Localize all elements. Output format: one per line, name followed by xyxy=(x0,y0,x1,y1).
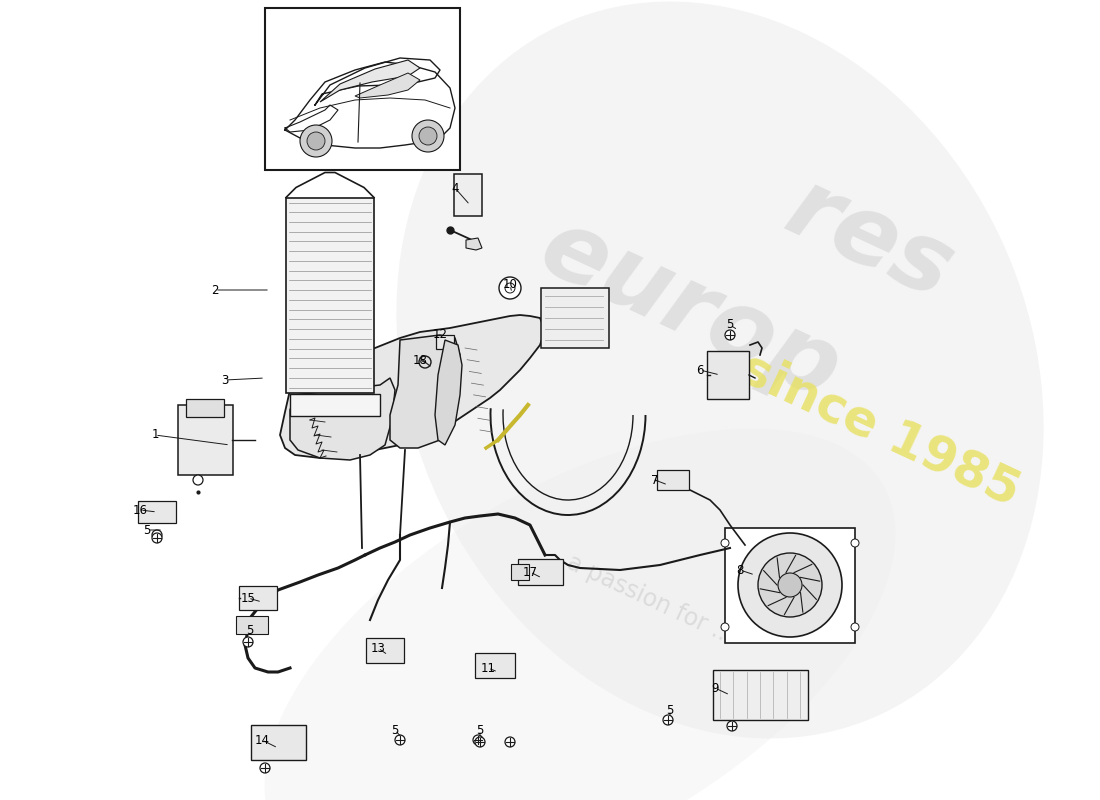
Bar xyxy=(265,8,460,170)
Circle shape xyxy=(473,735,483,745)
Bar xyxy=(186,399,224,417)
Text: europ: europ xyxy=(526,200,855,420)
Ellipse shape xyxy=(396,2,1044,738)
Bar xyxy=(286,198,374,393)
Circle shape xyxy=(725,330,735,340)
Circle shape xyxy=(243,637,253,647)
Bar xyxy=(436,335,454,349)
Text: 2: 2 xyxy=(211,283,219,297)
Bar xyxy=(713,670,807,720)
Bar xyxy=(177,405,232,475)
Bar xyxy=(512,564,529,580)
Bar xyxy=(517,559,562,585)
Text: 5: 5 xyxy=(392,723,398,737)
Bar xyxy=(541,288,609,348)
Circle shape xyxy=(419,356,431,368)
Polygon shape xyxy=(466,238,482,250)
Polygon shape xyxy=(355,73,420,98)
Bar xyxy=(251,725,306,759)
Circle shape xyxy=(260,763,270,773)
Circle shape xyxy=(505,737,515,747)
Bar xyxy=(707,351,749,399)
Text: a passion for ...: a passion for ... xyxy=(562,550,737,650)
Circle shape xyxy=(738,533,842,637)
Bar xyxy=(475,653,515,678)
Text: 17: 17 xyxy=(522,566,538,578)
Bar xyxy=(239,586,277,610)
Text: 10: 10 xyxy=(503,278,517,291)
Circle shape xyxy=(152,533,162,543)
Circle shape xyxy=(395,735,405,745)
Text: 14: 14 xyxy=(254,734,270,746)
Bar xyxy=(366,638,404,662)
Text: since 1985: since 1985 xyxy=(733,344,1027,516)
Text: 3: 3 xyxy=(221,374,229,386)
Text: 1: 1 xyxy=(152,429,158,442)
Text: 5: 5 xyxy=(726,318,734,331)
Text: 5: 5 xyxy=(476,723,484,737)
Circle shape xyxy=(720,623,729,631)
Bar xyxy=(454,174,482,216)
Circle shape xyxy=(663,715,673,725)
Text: 5: 5 xyxy=(667,703,673,717)
Polygon shape xyxy=(434,340,462,445)
Text: 8: 8 xyxy=(736,563,744,577)
Bar xyxy=(236,616,268,634)
Bar xyxy=(290,394,380,415)
Circle shape xyxy=(475,737,485,747)
Polygon shape xyxy=(280,315,544,458)
Text: 6: 6 xyxy=(696,363,704,377)
Polygon shape xyxy=(390,335,460,448)
Text: 13: 13 xyxy=(371,642,385,654)
Ellipse shape xyxy=(264,429,895,800)
Text: 5: 5 xyxy=(246,623,254,637)
Circle shape xyxy=(499,277,521,299)
Circle shape xyxy=(758,553,822,617)
Text: 9: 9 xyxy=(712,682,718,694)
Text: res: res xyxy=(772,162,968,318)
Text: 4: 4 xyxy=(451,182,459,194)
Circle shape xyxy=(300,125,332,157)
Bar xyxy=(657,470,689,490)
Text: 18: 18 xyxy=(412,354,428,366)
Polygon shape xyxy=(290,378,395,460)
Text: 15: 15 xyxy=(241,591,255,605)
Circle shape xyxy=(851,623,859,631)
Text: 12: 12 xyxy=(432,329,448,342)
Bar xyxy=(725,527,855,642)
Circle shape xyxy=(419,127,437,145)
Circle shape xyxy=(192,475,204,485)
Text: 7: 7 xyxy=(651,474,659,486)
Circle shape xyxy=(851,539,859,547)
Text: 5: 5 xyxy=(143,523,151,537)
Circle shape xyxy=(152,530,162,540)
Circle shape xyxy=(505,283,515,293)
Text: 16: 16 xyxy=(132,503,147,517)
Circle shape xyxy=(778,573,802,597)
Circle shape xyxy=(727,721,737,731)
Bar xyxy=(138,501,176,523)
Circle shape xyxy=(412,120,444,152)
Circle shape xyxy=(720,539,729,547)
Text: 11: 11 xyxy=(481,662,495,674)
Polygon shape xyxy=(320,60,420,102)
Circle shape xyxy=(307,132,324,150)
